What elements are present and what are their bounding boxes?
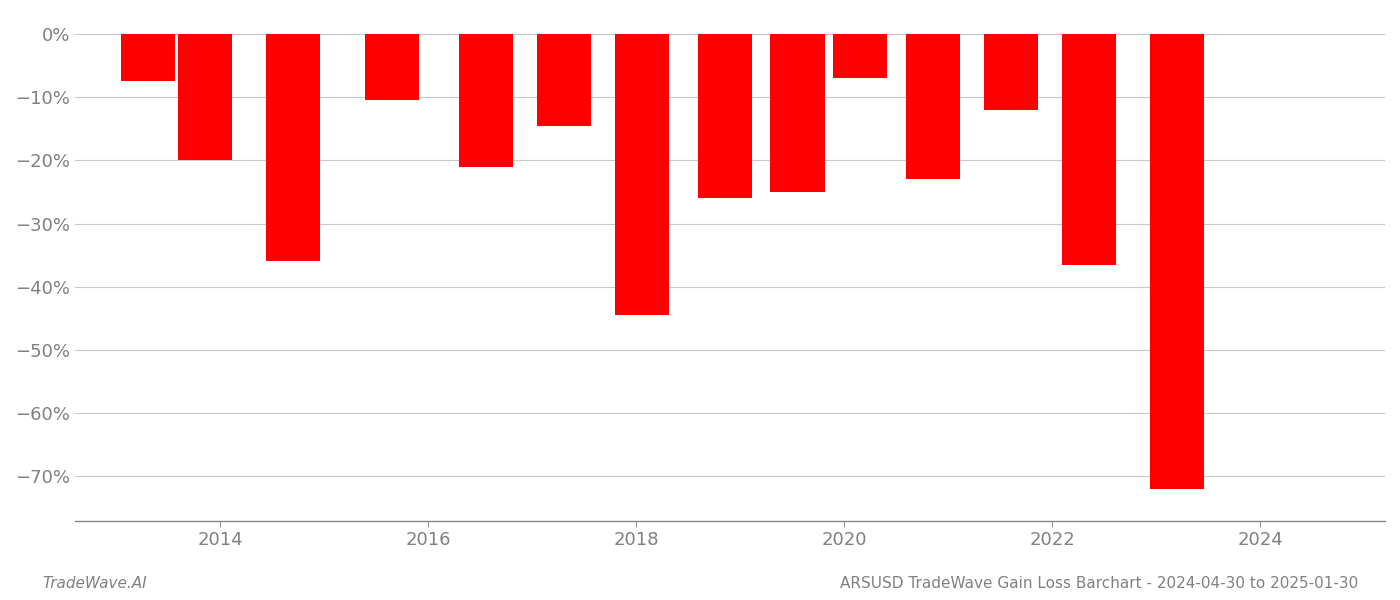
Bar bbox=[1149, 34, 1204, 489]
Bar bbox=[365, 34, 419, 100]
Bar bbox=[984, 34, 1037, 110]
Bar bbox=[615, 34, 669, 315]
Bar bbox=[459, 34, 512, 167]
Bar bbox=[178, 34, 232, 160]
Bar bbox=[120, 34, 175, 82]
Bar bbox=[266, 34, 321, 262]
Bar bbox=[833, 34, 888, 78]
Bar bbox=[1061, 34, 1116, 265]
Bar bbox=[536, 34, 591, 125]
Bar bbox=[770, 34, 825, 192]
Bar bbox=[697, 34, 752, 198]
Text: TradeWave.AI: TradeWave.AI bbox=[42, 576, 147, 591]
Bar bbox=[906, 34, 960, 179]
Text: ARSUSD TradeWave Gain Loss Barchart - 2024-04-30 to 2025-01-30: ARSUSD TradeWave Gain Loss Barchart - 20… bbox=[840, 576, 1358, 591]
